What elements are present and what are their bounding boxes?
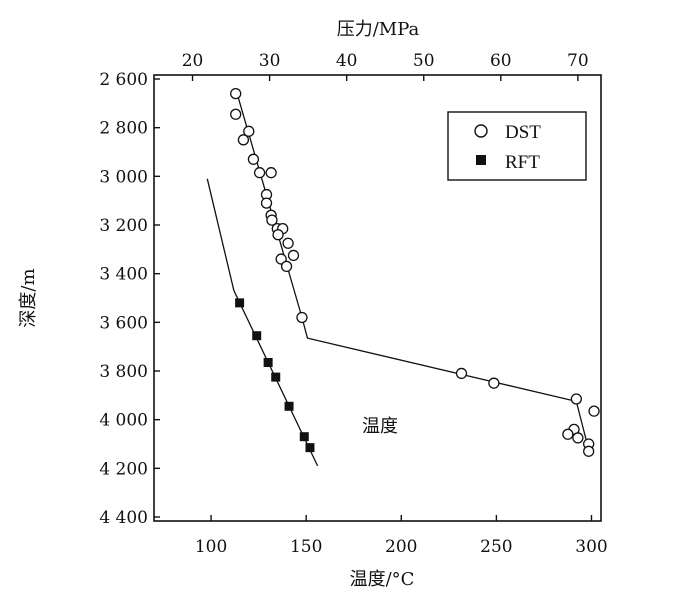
rft-point	[263, 357, 273, 367]
rft-point	[252, 331, 262, 341]
depth-tick-labels: 2 600 2 800 3 000 3 200 3 400 3 600 3 800 4 000…	[99, 70, 148, 528]
temperature-tick-label: 100	[195, 537, 227, 557]
dst-point	[572, 432, 584, 444]
depth-tick-label: 3 000	[99, 167, 148, 187]
depth-tick-label: 3 600	[99, 313, 148, 333]
pressure-tick-label: 70	[567, 51, 589, 71]
legend: DST RFT	[447, 111, 587, 181]
dst-point	[247, 153, 260, 165]
dst-point	[260, 197, 273, 209]
rft-point	[305, 443, 315, 453]
legend-dst-marker	[474, 124, 488, 138]
depth-tick-label: 3 400	[99, 265, 148, 285]
dst-series	[230, 87, 600, 457]
temperature-tick-label: 250	[480, 537, 512, 557]
plot-frame	[153, 74, 602, 522]
depth-tick-label: 3 800	[99, 362, 148, 382]
dst-point	[265, 167, 277, 179]
legend-box	[447, 111, 587, 181]
rft-point	[271, 372, 281, 382]
temperature-curve-label: 温度	[362, 416, 398, 437]
dst-point	[455, 367, 468, 380]
dst-point	[282, 237, 294, 249]
dst-point	[562, 428, 574, 440]
dst-point	[583, 445, 595, 457]
dst-point	[230, 87, 242, 100]
depth-tick-label: 4 400	[99, 508, 148, 528]
pressure-tick-labels: 20 30 40 50 60 70	[182, 51, 589, 71]
dst-point	[266, 214, 278, 226]
rft-point	[299, 432, 309, 442]
pressure-tick-label: 60	[490, 51, 512, 71]
dst-point	[588, 405, 600, 417]
temperature-tick-label: 300	[575, 537, 607, 557]
legend-dst-label: DST	[505, 122, 541, 143]
axis-ticks	[154, 75, 593, 521]
depth-tick-label: 2 800	[99, 119, 148, 139]
legend-rft-label: RFT	[505, 152, 540, 173]
temperature-tick-labels: 100 150 200 250 300	[195, 537, 608, 557]
top-axis-title: 压力/MPa	[337, 19, 420, 40]
bottom-axis-title: 温度/°C	[350, 569, 415, 590]
dst-point	[570, 393, 582, 405]
dst-point	[230, 108, 242, 120]
depth-tick-label: 4 200	[99, 459, 148, 479]
dst-point	[237, 134, 250, 146]
rft-point	[284, 401, 294, 411]
pressure-tick-label: 20	[182, 51, 204, 71]
dst-point	[243, 125, 255, 137]
legend-rft-marker	[476, 155, 486, 165]
pressure-trend-line	[235, 88, 591, 453]
dst-point	[272, 229, 284, 241]
pressure-tick-label: 40	[336, 51, 358, 71]
depth-tick-label: 3 200	[99, 216, 148, 236]
temperature-tick-label: 150	[290, 537, 322, 557]
temperature-tick-label: 200	[385, 537, 417, 557]
left-axis-title: 深度/m	[18, 268, 39, 327]
dst-point	[296, 311, 308, 324]
pressure-tick-label: 50	[413, 51, 435, 71]
dst-point	[488, 377, 500, 389]
dst-point	[280, 260, 293, 273]
pressure-tick-label: 30	[259, 51, 281, 71]
rft-series	[235, 298, 315, 453]
dst-point	[253, 167, 266, 179]
rft-point	[235, 298, 245, 308]
depth-tick-label: 2 600	[99, 70, 148, 90]
dst-point	[287, 249, 300, 262]
depth-tick-label: 4 000	[99, 411, 148, 431]
